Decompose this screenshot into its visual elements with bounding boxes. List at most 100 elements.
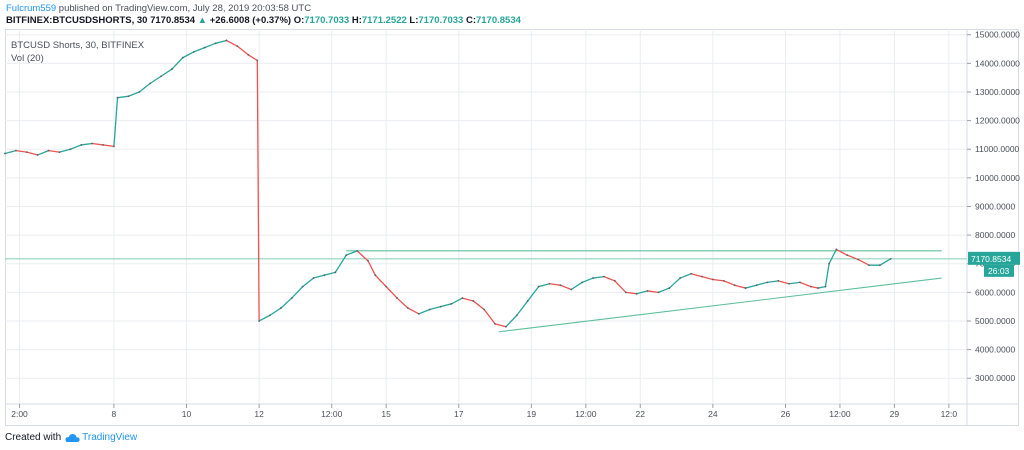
price-segment (824, 263, 830, 288)
price-tag-label: 7170.8534 (971, 254, 1011, 264)
price-segment (80, 142, 93, 146)
low-label: L: (409, 15, 419, 26)
price-segment (302, 277, 315, 288)
y-tick-label: 12000.0000 (975, 116, 1020, 126)
price-point (279, 307, 282, 310)
price-point (799, 281, 801, 284)
countdown-box (984, 264, 1014, 277)
price-segment (116, 95, 130, 99)
price-segment (570, 281, 583, 291)
price-segment (367, 260, 376, 276)
price-segment (461, 297, 474, 302)
price-segment (193, 46, 206, 53)
grid-lines (5, 29, 967, 404)
price-segment (204, 42, 217, 49)
price-segment (777, 280, 790, 285)
price-point (603, 275, 605, 278)
x-tick-label: 29 (890, 409, 900, 419)
price-point (646, 290, 649, 292)
price-point (269, 314, 271, 317)
price-point (80, 144, 83, 146)
price-point (744, 287, 747, 289)
price-point (290, 297, 293, 299)
price-point (192, 51, 195, 53)
price-point (810, 285, 812, 288)
volume-legend[interactable]: Vol (20) (11, 53, 44, 64)
ohlc-bar: BITFINEX:BTCUSDSHORTS, 30 7170.8534 ▲ +2… (6, 15, 521, 26)
price-point (258, 320, 261, 322)
price-segment (334, 254, 347, 273)
price-point (824, 285, 827, 288)
price-tag-box (968, 251, 1020, 265)
x-tick-label: 12:00 (829, 409, 851, 419)
high-label: H: (351, 15, 362, 26)
price-point (439, 305, 442, 308)
price-segment (828, 248, 837, 265)
price-segment (505, 314, 518, 328)
price-point (256, 59, 259, 62)
price-point (334, 271, 337, 274)
price-segment (345, 250, 358, 256)
price-point (515, 314, 518, 317)
x-tick-label: 10 (182, 409, 192, 419)
price-segment (225, 39, 238, 47)
x-tick-label: 19 (527, 409, 537, 419)
y-tick-label: 10000.0000 (975, 173, 1020, 183)
price-point (367, 259, 369, 262)
close-value: 7170.8534 (475, 15, 521, 26)
price-point (701, 275, 703, 278)
price-point (559, 284, 562, 287)
price-point (766, 281, 769, 284)
price-point (722, 280, 725, 282)
price-point (835, 248, 838, 251)
price-point (868, 264, 870, 267)
price-segment (160, 68, 173, 77)
y-tick-label: 14000.0000 (975, 58, 1020, 68)
author-link[interactable]: Fulcrum559 (6, 3, 57, 14)
y-tick-label: 9000.0000 (975, 201, 1015, 211)
series-legend[interactable]: BTCUSD Shorts, 30, BITFINEX (11, 40, 145, 51)
price-point (581, 281, 584, 284)
price-segment (817, 285, 827, 289)
price-point (711, 278, 714, 281)
price-segment (149, 75, 162, 85)
price-segment (291, 285, 304, 299)
price-segment (236, 45, 249, 56)
price-point (323, 274, 326, 277)
y-tick-label: 15000.0000 (975, 30, 1020, 40)
price-point (828, 262, 830, 265)
footer: Created with TradingView (5, 432, 137, 443)
price-segment (323, 271, 336, 276)
price-segment (701, 275, 714, 281)
price-point (47, 149, 50, 152)
y-tick-label: 6000.0000 (975, 287, 1015, 297)
price-point (483, 308, 486, 311)
price-point (857, 258, 859, 261)
price-point (846, 254, 849, 257)
price-point (91, 142, 94, 145)
price-segment (625, 291, 638, 295)
y-tick-label: 8000.0000 (975, 230, 1015, 240)
price-segment (58, 148, 71, 153)
open-value: 7170.7033 (304, 15, 350, 26)
open-label: O: (293, 15, 305, 26)
price-point (777, 280, 780, 282)
y-tick-label: 13000.0000 (975, 87, 1020, 97)
price-point (592, 277, 594, 279)
price-point (36, 154, 39, 156)
x-tick-label: 22 (636, 409, 646, 419)
symbol-label: BITFINEX:BTCUSDSHORTS, 30 (6, 15, 148, 26)
price-segment (846, 254, 859, 261)
price-segment (537, 283, 551, 288)
x-tick-label: 12 (254, 409, 264, 419)
price-segment (102, 144, 115, 148)
price-segment (113, 97, 119, 148)
published-text: published on TradingView.com, July 28, 2… (56, 3, 312, 14)
tradingview-logo[interactable]: TradingView (64, 432, 137, 443)
price-segment (171, 56, 184, 70)
price-point (69, 148, 72, 151)
price-point (613, 280, 616, 282)
price-point (214, 42, 217, 45)
price-point (526, 300, 529, 302)
